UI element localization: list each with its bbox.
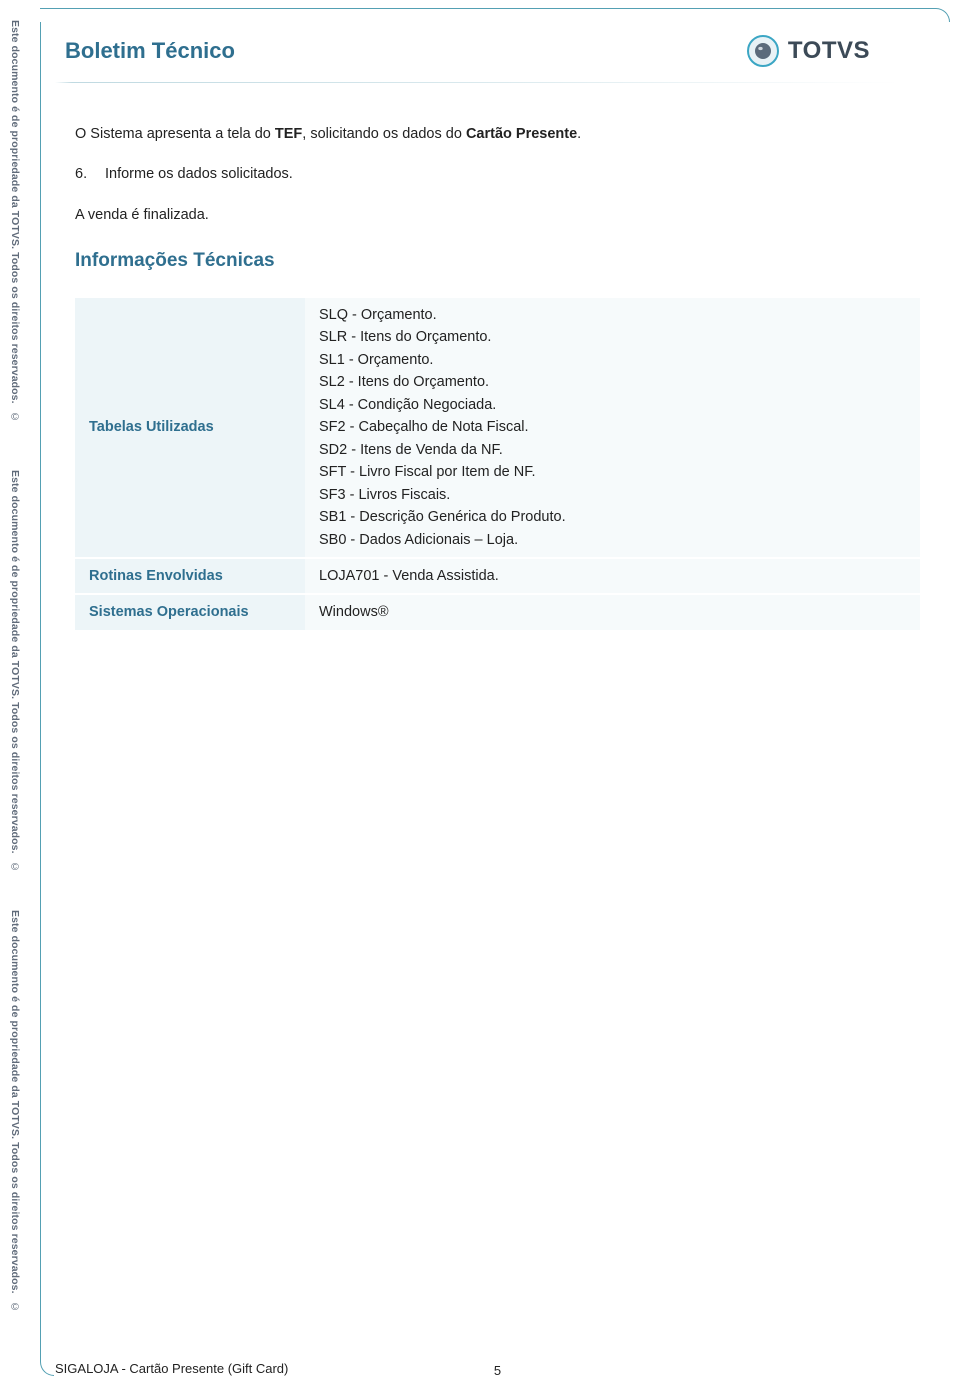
value-line: LOJA701 - Venda Assistida.: [319, 565, 906, 587]
footer-left-text: SIGALOJA - Cartão Presente (Gift Card): [55, 1361, 288, 1376]
value-line: Windows®: [319, 601, 906, 623]
page-footer: SIGALOJA - Cartão Presente (Gift Card) 5: [55, 1361, 940, 1376]
brand-logo-text: TOTVS: [788, 37, 870, 65]
side-ownership-text-3: Este documento é de propriedade da TOTVS…: [9, 910, 21, 1313]
side-ownership-text-2: Este documento é de propriedade da TOTVS…: [9, 470, 21, 873]
value-line: SF2 - Cabeçalho de Nota Fiscal.: [319, 416, 906, 438]
value-line: SF3 - Livros Fiscais.: [319, 484, 906, 506]
table-row-label: Tabelas Utilizadas: [75, 298, 305, 558]
table-row-value: Windows®: [305, 594, 920, 630]
table-row: Rotinas Envolvidas LOJA701 - Venda Assist…: [75, 558, 920, 594]
value-line: SB1 - Descrição Genérica do Produto.: [319, 506, 906, 528]
side-text-content: Este documento é de propriedade da TOTVS…: [9, 470, 21, 854]
value-line: SD2 - Itens de Venda da NF.: [319, 439, 906, 461]
text-fragment: O Sistema apresenta a tela do: [75, 126, 275, 142]
paragraph-intro: O Sistema apresenta a tela do TEF, solic…: [75, 123, 920, 145]
page-title: Boletim Técnico: [65, 38, 235, 64]
content-area: Boletim Técnico TOTVS O Sistema apresent…: [55, 20, 940, 1366]
text-fragment: , solicitando os dados do: [302, 126, 466, 142]
table-row-label: Sistemas Operacionais: [75, 594, 305, 630]
side-ownership-text-1: Este documento é de propriedade da TOTVS…: [9, 20, 21, 423]
step-text: Informe os dados solicitados.: [105, 163, 293, 185]
table-row: Sistemas Operacionais Windows®: [75, 594, 920, 630]
value-line: SLR - Itens do Orçamento.: [319, 326, 906, 348]
value-lines: Windows®: [319, 601, 906, 623]
document-body: O Sistema apresenta a tela do TEF, solic…: [55, 113, 940, 632]
step-number: 6.: [75, 163, 93, 185]
frame-border-left: [40, 22, 54, 1376]
value-line: SL1 - Orçamento.: [319, 349, 906, 371]
side-text-content: Este documento é de propriedade da TOTVS…: [9, 20, 21, 404]
value-lines: SLQ - Orçamento.SLR - Itens do Orçamento…: [319, 304, 906, 551]
copyright-icon: ©: [9, 1301, 21, 1313]
header-divider: [55, 82, 900, 83]
text-fragment: .: [577, 126, 581, 142]
table-row-value: LOJA701 - Venda Assistida.: [305, 558, 920, 594]
value-lines: LOJA701 - Venda Assistida.: [319, 565, 906, 587]
text-bold-cartao: Cartão Presente: [466, 126, 577, 142]
footer-page-number: 5: [494, 1363, 501, 1378]
table-row-label: Rotinas Envolvidas: [75, 558, 305, 594]
section-title-info-tecnicas: Informações Técnicas: [75, 246, 920, 275]
totvs-logo-icon: [746, 34, 780, 68]
value-line: SB0 - Dados Adicionais – Loja.: [319, 529, 906, 551]
copyright-icon: ©: [9, 861, 21, 873]
page: Este documento é de propriedade da TOTVS…: [0, 0, 960, 1386]
brand-logo: TOTVS: [746, 34, 870, 68]
paragraph-final: A venda é finalizada.: [75, 204, 920, 226]
text-bold-tef: TEF: [275, 126, 302, 142]
value-line: SL2 - Itens do Orçamento.: [319, 371, 906, 393]
numbered-step-6: 6. Informe os dados solicitados.: [75, 163, 920, 185]
side-text-content: Este documento é de propriedade da TOTVS…: [9, 910, 21, 1294]
info-table: Tabelas UtilizadasSLQ - Orçamento.SLR - …: [75, 298, 920, 632]
value-line: SLQ - Orçamento.: [319, 304, 906, 326]
table-row-value: SLQ - Orçamento.SLR - Itens do Orçamento…: [305, 298, 920, 558]
page-header: Boletim Técnico TOTVS: [55, 20, 940, 82]
table-row: Tabelas UtilizadasSLQ - Orçamento.SLR - …: [75, 298, 920, 558]
value-line: SL4 - Condição Negociada.: [319, 394, 906, 416]
copyright-icon: ©: [9, 411, 21, 423]
value-line: SFT - Livro Fiscal por Item de NF.: [319, 461, 906, 483]
